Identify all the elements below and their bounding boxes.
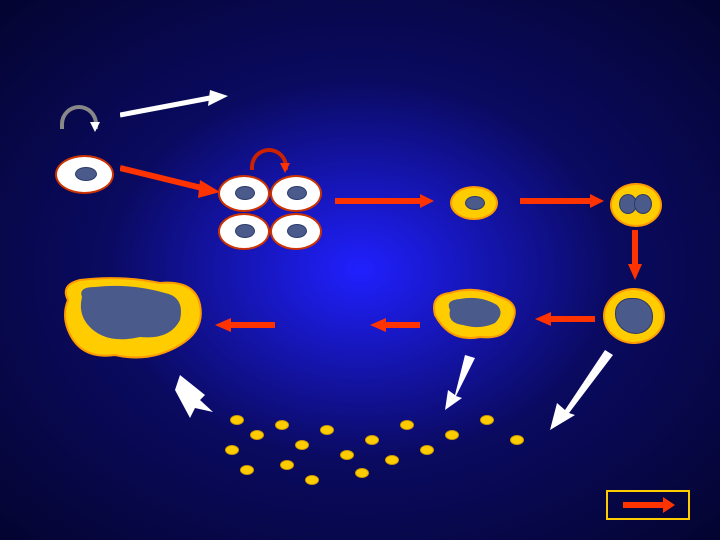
legend-box [606,490,690,520]
platelet [445,430,459,440]
platelet [230,415,244,425]
arrow-to-4n [520,198,590,204]
platelet [320,425,334,435]
platelet [305,475,319,485]
platelet [275,420,289,430]
arrow-other-lineages [120,90,230,120]
platelet [295,440,309,450]
cell-128n [60,275,205,365]
meg-cell-4 [270,213,322,250]
platelet [420,445,434,455]
arrow-platelets-1 [175,370,225,420]
platelet [480,415,494,425]
platelet [385,455,399,465]
platelet [340,450,354,460]
arrow-platelets-3 [545,345,615,435]
arrow-to-2n [335,198,420,204]
progenitor-cell [55,155,114,194]
arrow-commitment [120,160,220,200]
platelet [355,468,369,478]
meg-cell-1 [218,175,270,212]
cell-16n [425,285,520,345]
platelet [280,460,294,470]
arrow-further-1 [370,318,420,332]
proliferation-arrow-1 [60,105,98,129]
platelet [400,420,414,430]
cell-8n [603,288,665,344]
arrow-to-8n [628,230,642,280]
arrow-to-16n [535,312,595,326]
platelet [365,435,379,445]
proliferation-arrow-2 [250,148,288,170]
platelet [250,430,264,440]
platelet [225,445,239,455]
platelet [240,465,254,475]
cell-4n [610,183,662,227]
legend-arrow-icon [623,502,663,508]
arrow-platelets-2 [440,350,480,420]
meg-cell-3 [218,213,270,250]
platelet [510,435,524,445]
arrow-further-2 [215,318,275,332]
meg-cell-2 [270,175,322,212]
cell-2n [450,186,498,220]
